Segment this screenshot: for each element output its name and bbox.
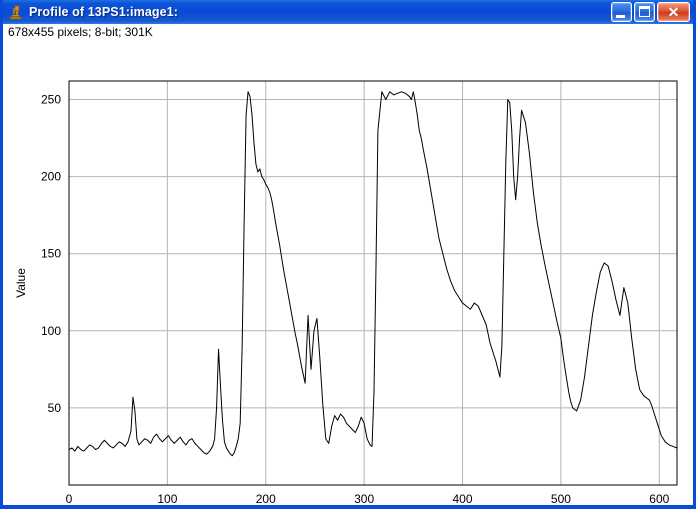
y-axis-title: Value [14, 268, 28, 298]
microscope-icon [9, 5, 22, 19]
minimize-icon [616, 15, 625, 18]
maximize-button[interactable] [634, 2, 655, 22]
window-controls: ✕ [611, 2, 691, 22]
window-title: Profile of 13PS1:image1: [29, 5, 178, 19]
y-tick-label: 100 [41, 324, 61, 338]
profile-line [68, 91, 678, 457]
x-axis-tick-labels: 0 100 200 300 400 500 600 [66, 492, 670, 505]
profile-plot: 50 100 150 200 250 0 100 200 300 400 500 600 Value… [14, 80, 678, 505]
plot-frame [68, 80, 678, 486]
y-tick-label: 200 [41, 170, 61, 184]
x-tick-label: 400 [453, 492, 473, 505]
grid-lines [69, 81, 677, 485]
y-tick-label: 150 [41, 247, 61, 261]
x-tick-label: 200 [256, 492, 276, 505]
close-button[interactable]: ✕ [657, 2, 690, 22]
close-icon: ✕ [667, 4, 680, 20]
status-bar: 678x455 pixels; 8-bit; 301K [3, 24, 693, 41]
maximize-icon [639, 6, 650, 17]
x-tick-label: 600 [649, 492, 669, 505]
y-axis-tick-labels: 50 100 150 200 250 [41, 93, 61, 415]
window-client-area: 678x455 pixels; 8-bit; 301K 50 100 150 200 2… [3, 24, 693, 505]
x-tick-label: 500 [551, 492, 571, 505]
x-tick-label: 0 [66, 492, 73, 505]
x-tick-label: 300 [354, 492, 374, 505]
minimize-button[interactable] [611, 2, 632, 22]
x-tick-label: 100 [157, 492, 177, 505]
title-bar[interactable]: Profile of 13PS1:image1: ✕ [3, 0, 693, 24]
y-tick-label: 250 [41, 93, 61, 107]
plot-container: 50 100 150 200 250 0 100 200 300 400 500 600 Value… [3, 41, 693, 505]
y-tick-label: 50 [48, 401, 62, 415]
